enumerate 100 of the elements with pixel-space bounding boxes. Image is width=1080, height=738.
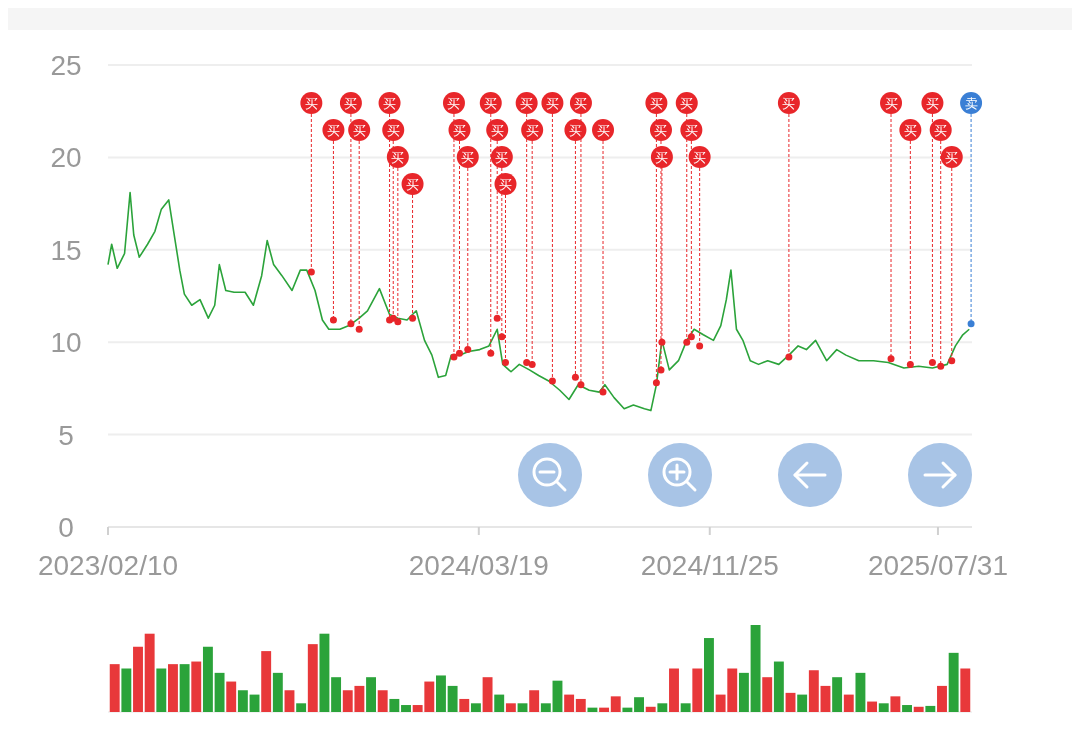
y-tick-label: 15 — [50, 234, 82, 266]
annotation: 买 — [326, 122, 340, 138]
bar — [587, 707, 598, 712]
annotation: 买 — [568, 122, 582, 138]
bar — [401, 705, 411, 712]
annotation: 买 — [383, 95, 397, 111]
bar — [482, 677, 493, 712]
bar — [226, 681, 237, 712]
bar — [202, 646, 213, 712]
annotation: 买 — [344, 95, 358, 111]
point — [599, 388, 607, 396]
bar — [645, 706, 656, 712]
annotation: 买 — [574, 95, 588, 111]
bar — [505, 703, 516, 712]
bar — [657, 703, 668, 712]
bar — [622, 707, 633, 712]
point — [937, 362, 945, 370]
point — [548, 377, 556, 385]
annotation: 买 — [684, 122, 698, 138]
annotation: 买 — [447, 95, 461, 111]
bar — [389, 698, 400, 712]
annotation: 买 — [490, 122, 504, 138]
annotation: 买 — [352, 122, 366, 138]
bar — [785, 692, 796, 712]
bar — [797, 694, 808, 712]
annotation: 买 — [693, 149, 707, 165]
annotation: 买 — [903, 122, 917, 138]
annotation: 买 — [655, 149, 669, 165]
bar — [808, 670, 819, 712]
bar — [214, 672, 225, 712]
bar — [762, 677, 773, 712]
annotation: 买 — [654, 122, 668, 138]
point — [928, 359, 936, 367]
point — [487, 349, 495, 357]
annotation: 买 — [782, 95, 796, 111]
bar — [738, 672, 749, 712]
annotation: 买 — [680, 95, 694, 111]
bar — [284, 690, 295, 712]
bar — [680, 703, 691, 712]
bar — [261, 651, 272, 712]
bar — [331, 677, 342, 712]
bar — [144, 633, 155, 712]
annotation: 买 — [934, 122, 948, 138]
point — [493, 314, 501, 322]
point — [577, 381, 585, 389]
bar — [564, 694, 575, 712]
point — [394, 318, 402, 326]
point — [967, 320, 975, 328]
bar — [692, 668, 703, 712]
bar — [179, 664, 190, 712]
bar — [366, 677, 376, 712]
bar — [156, 668, 167, 712]
annotation: 买 — [495, 149, 509, 165]
bar — [843, 694, 854, 712]
bar — [377, 690, 388, 712]
bar — [575, 698, 586, 712]
point — [687, 333, 695, 341]
annotation: 买 — [520, 95, 534, 111]
bar — [937, 685, 947, 712]
point — [329, 316, 337, 324]
annotation: 买 — [406, 176, 420, 192]
bar — [913, 706, 924, 712]
x-tick-label: 2024/03/19 — [408, 550, 549, 581]
annotation: 买 — [304, 95, 318, 111]
bar — [832, 677, 843, 712]
point — [571, 373, 579, 381]
bar — [494, 694, 505, 712]
annotation: 买 — [545, 95, 559, 111]
bar — [750, 625, 761, 712]
bar — [121, 668, 132, 712]
point — [347, 320, 355, 328]
bar — [902, 705, 912, 712]
bar — [890, 696, 901, 712]
point — [696, 342, 704, 350]
annotation: 买 — [925, 95, 939, 111]
bar — [237, 690, 248, 712]
bar — [948, 652, 959, 712]
bar — [272, 672, 283, 712]
y-tick-label: 10 — [50, 327, 82, 359]
point — [523, 359, 531, 367]
annotation: 买 — [525, 122, 539, 138]
bar — [529, 690, 540, 712]
bar — [447, 685, 458, 712]
point — [652, 379, 660, 387]
point — [906, 360, 914, 368]
point — [683, 338, 691, 346]
bar — [307, 644, 318, 712]
bar — [960, 668, 971, 712]
bar — [109, 664, 120, 712]
x-tick-label: 2025/07/31 — [867, 550, 1009, 581]
point — [498, 333, 506, 341]
annotation: 卖 — [964, 95, 978, 111]
point — [502, 359, 509, 367]
bar — [133, 646, 143, 712]
point — [464, 346, 472, 354]
bar — [773, 661, 784, 712]
point — [355, 325, 363, 333]
bar — [168, 664, 178, 712]
annotation: 买 — [596, 122, 610, 138]
bar — [599, 707, 610, 712]
